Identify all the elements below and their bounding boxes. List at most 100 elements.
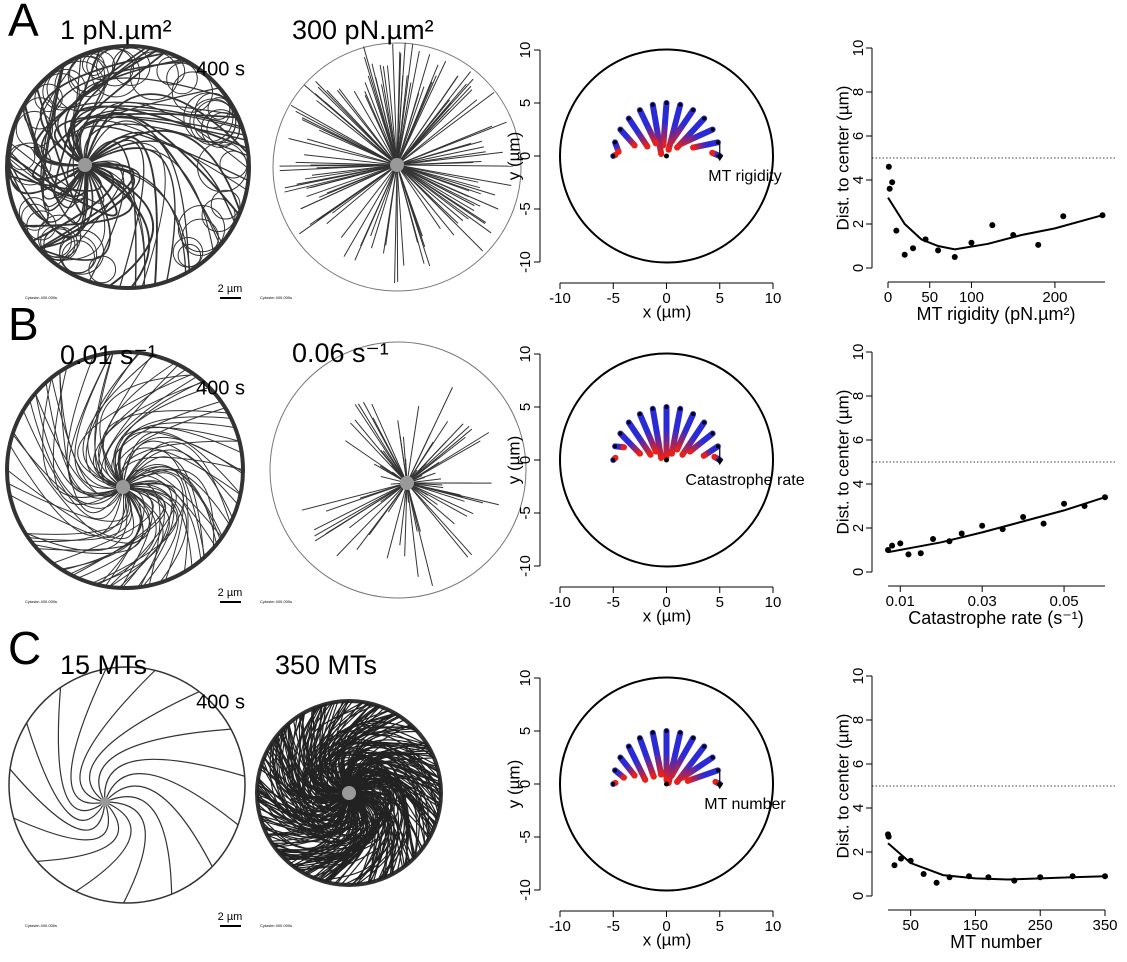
cell-boundary (559, 352, 774, 568)
microtubule (45, 382, 124, 499)
trajectory (660, 100, 670, 149)
point (1035, 241, 1042, 248)
nucleus (100, 797, 110, 807)
end-point (674, 144, 681, 151)
microtubule (375, 76, 398, 166)
microtubule (78, 109, 244, 166)
microtubule (298, 792, 365, 871)
end-point (700, 452, 707, 459)
y-tick-label: 6 (850, 760, 867, 768)
x-tick-label: 5 (716, 918, 724, 935)
y-tick-label: 8 (850, 392, 867, 400)
y-axis-label: y (µm) (504, 436, 523, 485)
microtubule (363, 46, 398, 166)
start-point (626, 744, 631, 749)
microtubule (396, 164, 481, 207)
microtubule (348, 774, 392, 879)
start-point (702, 420, 707, 425)
x-tick-label: 50 (902, 917, 919, 934)
microtubule (6, 161, 86, 223)
microtubule (84, 115, 223, 244)
microtubule (306, 138, 398, 166)
microtubule (406, 482, 465, 502)
point (1040, 520, 1047, 527)
end-point (668, 450, 675, 457)
microtubule (396, 164, 464, 222)
microtubule (324, 101, 398, 166)
microtubule (26, 722, 106, 821)
microtubule (49, 164, 106, 261)
trajectory (668, 107, 697, 145)
y-tick-label: 0 (517, 456, 534, 464)
microtubule (122, 449, 234, 519)
trajectory (649, 405, 665, 461)
microtubule (23, 104, 86, 209)
microtubule (282, 728, 350, 804)
microtubule (290, 104, 398, 166)
microtubule (396, 164, 487, 223)
microtubule (84, 140, 236, 224)
point (935, 247, 942, 254)
microtubule (325, 482, 408, 512)
x-axis-label: MT rigidity (pN.µm²) (916, 304, 1075, 324)
microtubule (257, 778, 350, 839)
microtubule (278, 725, 350, 800)
x-tick-label: 0.01 (886, 593, 915, 610)
microtubule (259, 792, 350, 837)
microtubule (302, 705, 350, 794)
microtubule (280, 730, 350, 815)
condition-label: 300 pN.µm² (292, 15, 434, 45)
condition-label: 15 MTs (60, 650, 147, 680)
microtubule (336, 785, 390, 885)
end-point (631, 142, 638, 149)
x-tick-label: 10 (765, 918, 782, 935)
microtubule (295, 161, 398, 166)
point (979, 522, 986, 529)
microtubule (104, 796, 173, 895)
microtubule (321, 725, 413, 794)
microtubule (104, 785, 213, 867)
microtubule (311, 700, 350, 794)
microtubule (396, 125, 493, 166)
microtubule (122, 485, 175, 588)
point (1010, 232, 1017, 238)
microtubule (113, 386, 210, 488)
point (1099, 212, 1106, 219)
y-tick-label: 0 (517, 152, 534, 160)
microtubule (343, 164, 398, 257)
microtubule (353, 90, 398, 166)
microtubule (406, 432, 431, 484)
center-dot (664, 153, 669, 159)
microtubule (325, 792, 381, 883)
microtubule (38, 164, 111, 261)
microtubule (396, 54, 431, 166)
x-tick-label: 10 (765, 290, 782, 307)
microtubule (309, 164, 398, 226)
microtubule (274, 738, 350, 828)
point (933, 879, 940, 886)
start-point (664, 101, 669, 105)
annotation-arrow (716, 448, 724, 466)
microtubule (326, 164, 398, 194)
microtubule (33, 486, 144, 555)
microtubule (396, 99, 478, 166)
microtubule (348, 773, 431, 837)
microtubule (406, 482, 474, 515)
y-tick-label: 5 (517, 403, 534, 411)
microtubule (98, 381, 204, 488)
microtubule (336, 482, 408, 557)
microtubule (84, 135, 158, 286)
condition-label: 0.01 s⁻¹ (60, 340, 157, 370)
point (1037, 874, 1044, 881)
y-tick-label: 0 (850, 568, 867, 576)
microtubule (84, 164, 187, 274)
point (886, 185, 893, 192)
point (889, 179, 896, 186)
microtubule (338, 726, 414, 794)
x-tick-label: 100 (959, 289, 984, 306)
microtubule (7, 482, 129, 522)
microtubule (396, 164, 405, 266)
end-point (647, 451, 654, 458)
x-tick-label: -10 (549, 594, 571, 611)
end-point (658, 454, 665, 461)
